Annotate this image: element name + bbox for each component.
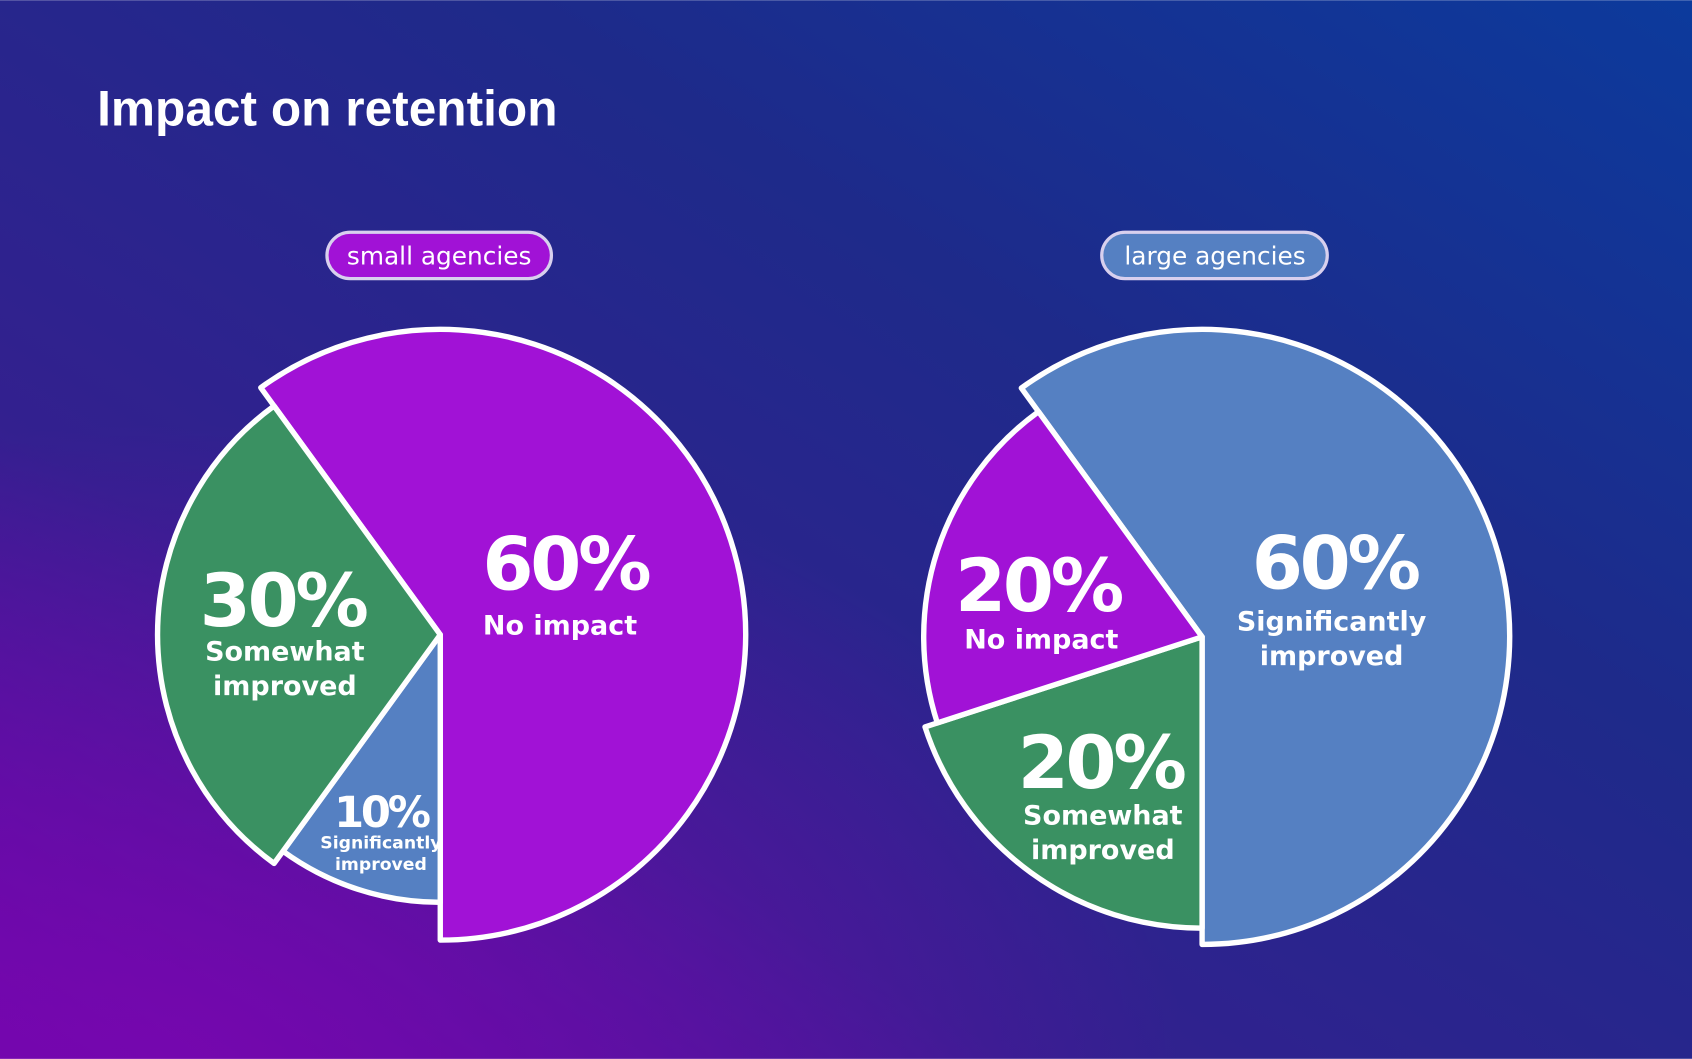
slice-label-name: Significantly bbox=[1237, 606, 1427, 637]
legend-pill-small-agencies: small agencies bbox=[325, 230, 554, 281]
slice-label-name: improved bbox=[1031, 835, 1175, 866]
chart-title: Impact on retention bbox=[97, 80, 557, 136]
pie-large-labels: 60% Significantly improved 20% Somewhat … bbox=[955, 521, 1427, 866]
legend-pill-large-agencies: large agencies bbox=[1100, 230, 1329, 281]
slice-label-pct: 20% bbox=[1018, 721, 1186, 806]
pie-slice-somewhat-improved bbox=[922, 634, 1205, 931]
slice-label-name: No impact bbox=[964, 625, 1118, 656]
pie-small-agencies bbox=[154, 326, 749, 943]
slice-label-name: Somewhat bbox=[1023, 801, 1183, 832]
pie-title-large: large agencies bbox=[1124, 242, 1305, 271]
slice-label-name: improved bbox=[1260, 641, 1404, 672]
slice-label-pct: 60% bbox=[482, 522, 650, 607]
slice-label-name: No impact bbox=[483, 611, 637, 642]
pie-small-labels: 60% No impact 10% Significantly improved… bbox=[200, 522, 654, 875]
pie-large-agencies bbox=[921, 326, 1513, 948]
slice-label-pct: 10% bbox=[334, 788, 430, 838]
slice-label-name: improved bbox=[335, 855, 427, 875]
pie-slice-significantly-improved bbox=[280, 632, 443, 906]
pie-slice-somewhat-improved bbox=[154, 403, 443, 867]
slice-label-name: Somewhat bbox=[205, 637, 365, 668]
slice-label-pct: 20% bbox=[955, 544, 1123, 629]
pie-slice-significantly-improved bbox=[1018, 326, 1513, 948]
pie-title-small: small agencies bbox=[347, 242, 532, 271]
slice-label-pct: 30% bbox=[200, 559, 368, 644]
pie-slice-no-impact bbox=[921, 408, 1205, 726]
slice-label-name: Significantly bbox=[320, 833, 441, 853]
pie-slice-no-impact bbox=[258, 326, 749, 943]
slice-label-name: improved bbox=[213, 671, 357, 702]
slice-label-pct: 60% bbox=[1252, 521, 1420, 606]
